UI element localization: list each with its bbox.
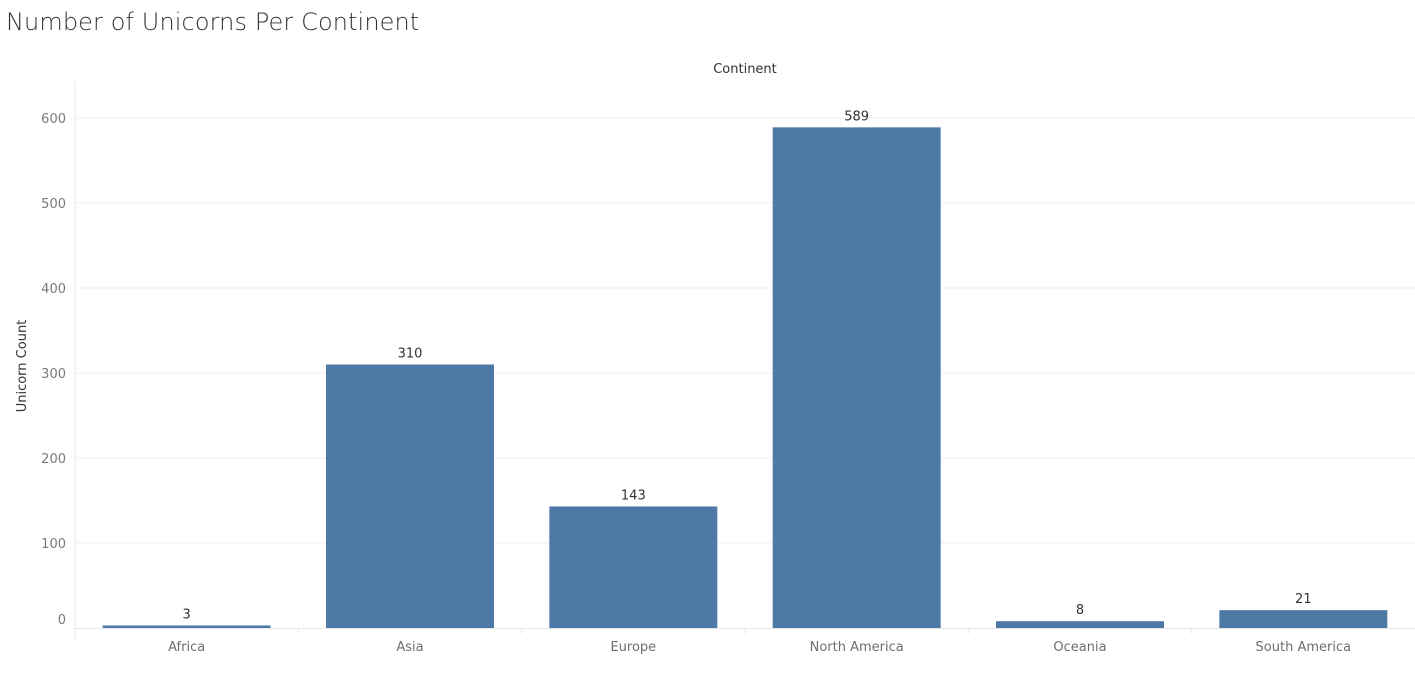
y-tick-label: 600 [41, 112, 66, 127]
bar-north-america [772, 127, 941, 628]
y-axis-ticks: 0 100 200 300 400 500 600 [41, 112, 66, 628]
y-tick-label: 0 [58, 613, 66, 628]
x-category-label: Asia [396, 640, 423, 655]
chart-title: Number of Unicorns Per Continent [6, 8, 420, 36]
x-category-label: North America [810, 640, 904, 655]
x-category-label: South America [1256, 640, 1352, 655]
value-label: 21 [1295, 592, 1312, 607]
y-tick-label: 400 [41, 282, 66, 297]
gridlines [75, 117, 1415, 544]
value-label: 310 [398, 347, 423, 362]
y-tick-label: 500 [41, 197, 66, 212]
value-label: 143 [621, 488, 646, 503]
y-tick-label: 100 [41, 537, 66, 552]
y-tick-label: 300 [41, 367, 66, 382]
value-label: 3 [183, 607, 191, 622]
x-axis-category-labels: Africa Asia Europe North America Oceania Sout… [168, 640, 1351, 655]
value-label: 8 [1076, 603, 1084, 618]
bar-oceania [996, 621, 1164, 628]
value-labels: 3 310 143 589 8 21 [183, 109, 1312, 622]
bar-europe [549, 506, 718, 628]
column-header-label: Continent [713, 62, 777, 77]
y-axis-title: Unicorn Count [15, 320, 30, 413]
x-category-label: Europe [610, 640, 656, 655]
x-category-label: Africa [168, 640, 205, 655]
bars [102, 127, 1388, 628]
bar-africa [102, 625, 271, 628]
bar-south-america [1219, 610, 1388, 628]
bar-asia [326, 364, 494, 628]
value-label: 589 [844, 109, 869, 124]
y-tick-label: 200 [41, 452, 66, 467]
x-category-label: Oceania [1053, 640, 1106, 655]
